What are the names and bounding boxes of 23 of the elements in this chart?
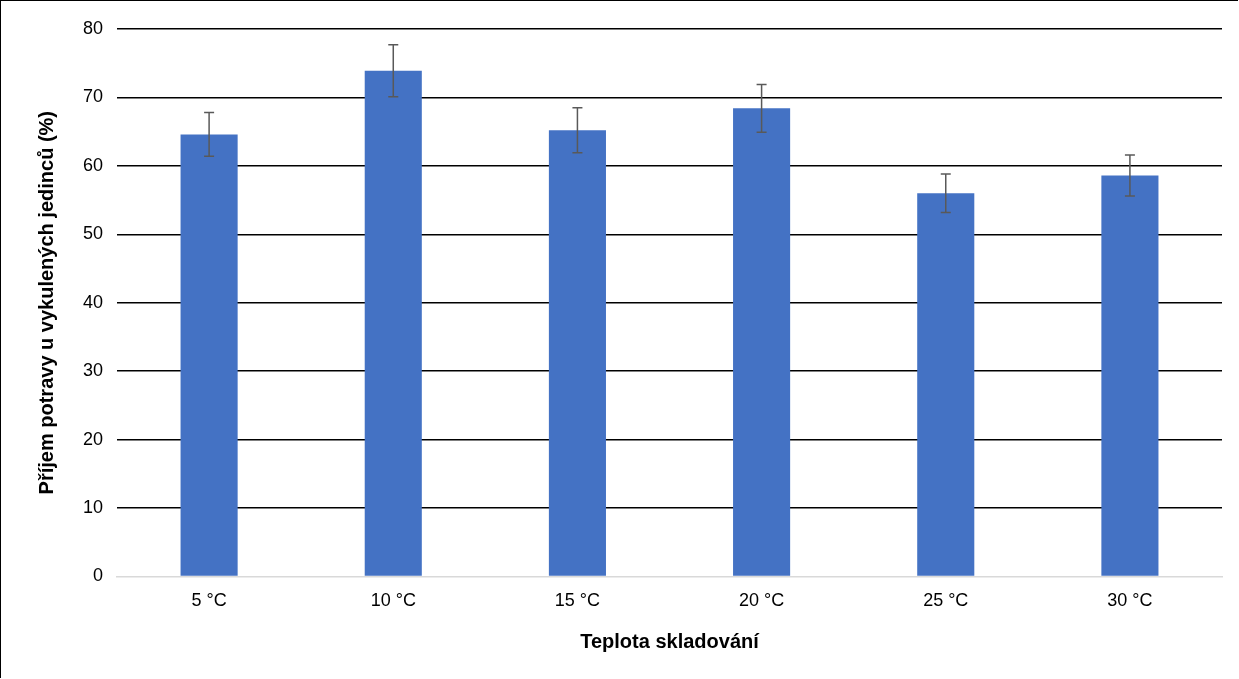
x-tick-label: 25 °C	[923, 590, 969, 611]
y-tick-label: 30	[82, 360, 104, 381]
y-tick-label: 50	[82, 223, 104, 244]
x-tick-label: 30 °C	[1107, 590, 1153, 611]
y-tick-label: 0	[93, 565, 104, 586]
bar	[917, 193, 975, 576]
x-tick-label: 5 °C	[191, 590, 227, 611]
bar	[1101, 175, 1159, 576]
bar	[733, 108, 791, 576]
bar	[364, 70, 422, 576]
y-tick-label: 70	[82, 86, 104, 107]
y-tick-label: 20	[82, 428, 104, 449]
bar	[548, 130, 606, 576]
x-tick-label: 20 °C	[738, 590, 785, 611]
x-axis-title: Teplota skladování	[580, 629, 761, 652]
y-axis-title: Příjem potravy u vykulených jedinců (%)	[34, 110, 57, 495]
x-tick-label: 10 °C	[370, 590, 416, 611]
y-tick-label: 10	[82, 496, 104, 517]
x-tick-label: 15 °C	[554, 590, 601, 611]
bar	[180, 134, 238, 576]
y-tick-label: 40	[82, 291, 104, 312]
y-tick-label: 80	[82, 17, 104, 38]
y-tick-label: 60	[82, 154, 104, 175]
